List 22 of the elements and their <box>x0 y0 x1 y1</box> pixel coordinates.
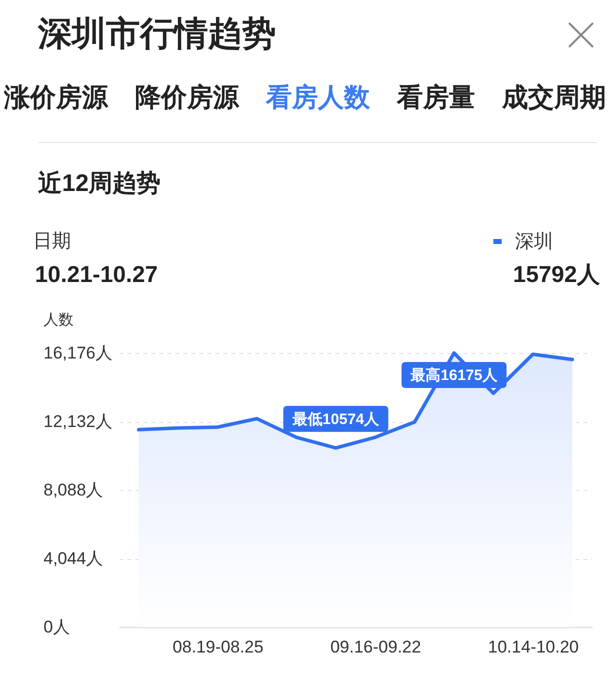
y-tick-label: 16,176人 <box>44 344 112 362</box>
x-tick-label: 09.16-09.22 <box>330 638 422 656</box>
x-tick-label: 08.19-08.25 <box>172 638 264 656</box>
y-axis-title: 人数 <box>44 312 74 328</box>
y-tick-label: 4,044人 <box>44 549 104 568</box>
text: 日期 <box>33 231 71 252</box>
text: 看房人数 <box>266 82 370 112</box>
chart-subtitle: 近12周趋势 <box>38 170 161 197</box>
text: 15792人 <box>513 261 600 287</box>
x-tick-label: 10.14-10.20 <box>488 638 579 656</box>
text: 10.21-10.27 <box>35 261 158 287</box>
data-label: 最低10574人 <box>291 410 380 428</box>
text: 降价房源 <box>135 82 239 112</box>
text: 看房量 <box>397 82 475 112</box>
text: 涨价房源 <box>4 82 108 112</box>
y-tick-label: 8,088人 <box>44 480 104 500</box>
y-tick-label: 0人 <box>44 618 70 636</box>
text: 成交周期 <box>502 82 606 112</box>
chart-title: 深圳市行情趋势 <box>38 15 276 53</box>
data-label: 最高16175人 <box>410 366 498 384</box>
y-tick-label: 12,132人 <box>44 412 112 431</box>
legend-label: 深圳 <box>515 232 553 252</box>
